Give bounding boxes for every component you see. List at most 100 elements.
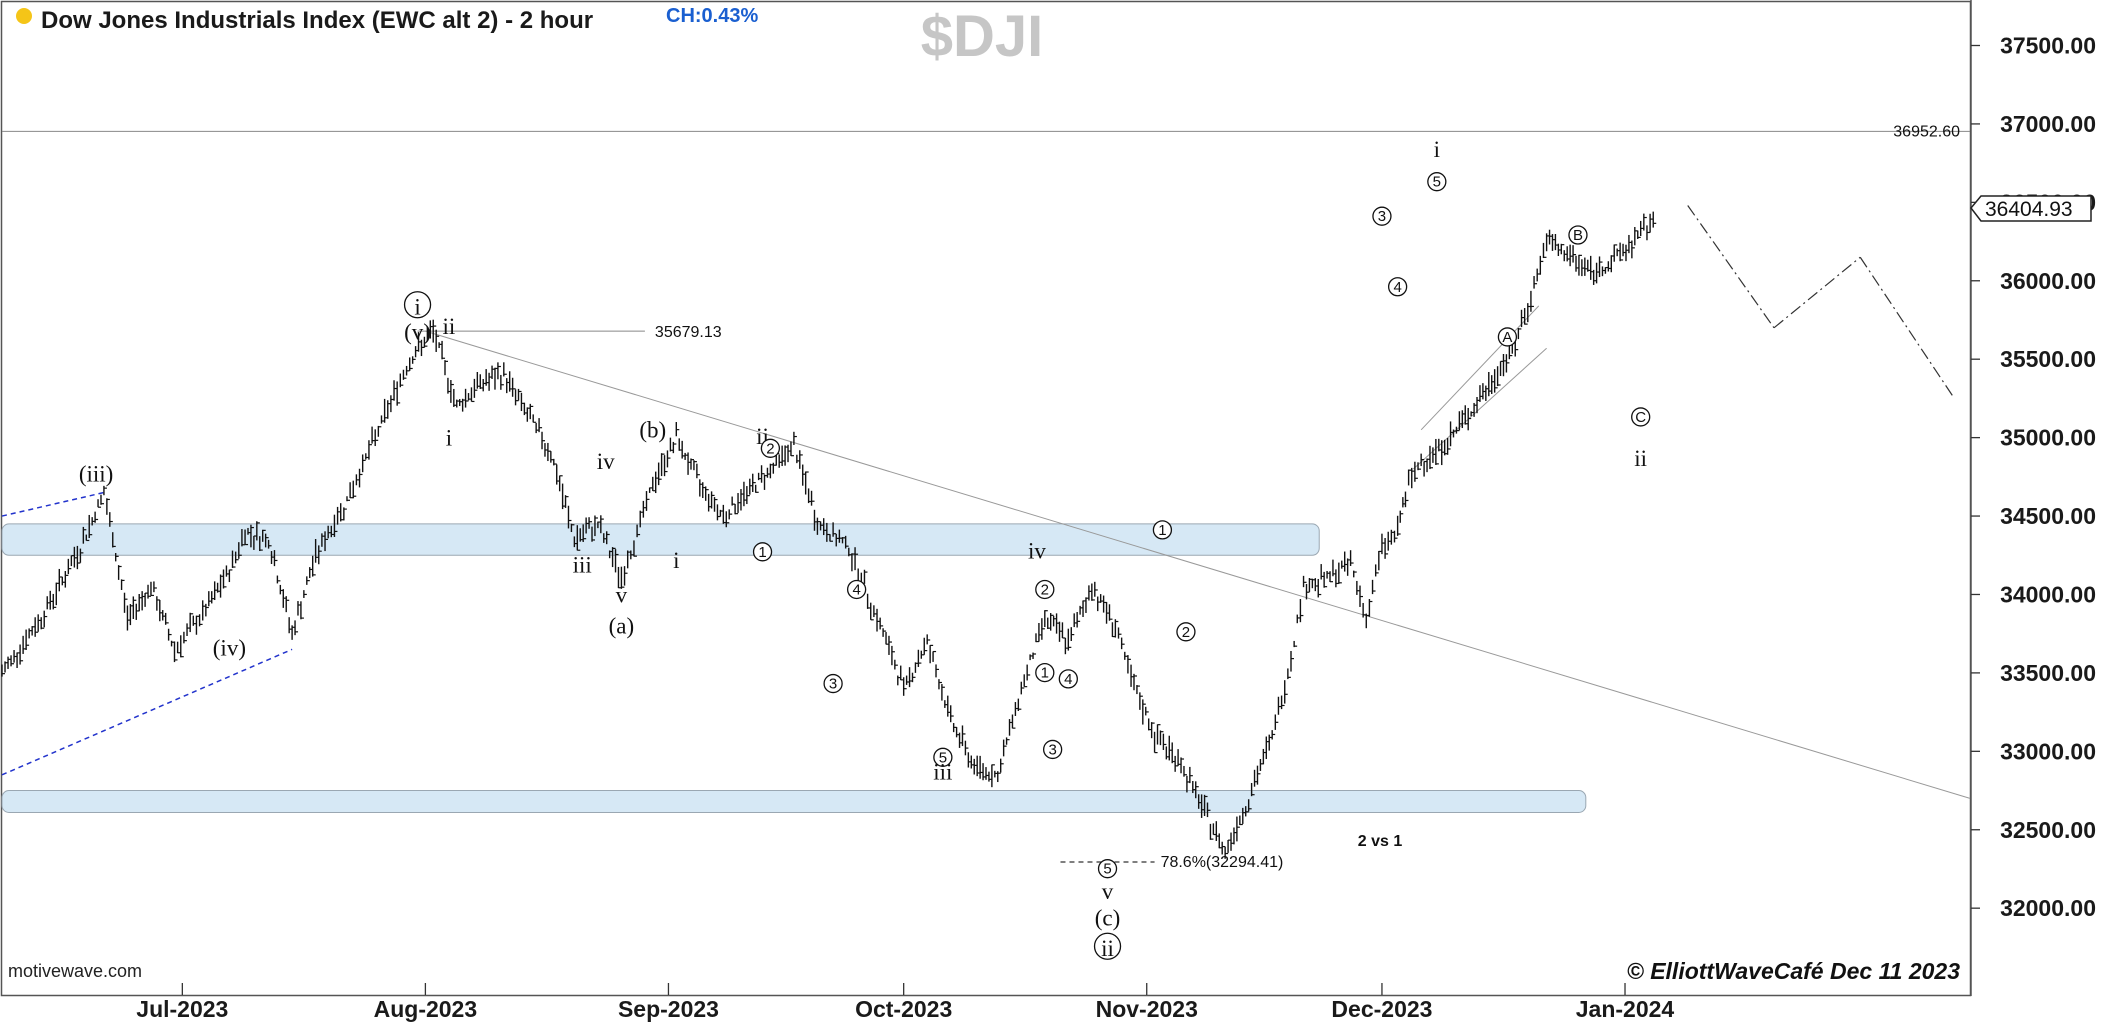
wave-label: v xyxy=(616,582,628,607)
wedge-lower-line xyxy=(1,648,293,776)
wave-circle-icon xyxy=(1093,932,1122,960)
wave-label: iv xyxy=(597,449,615,474)
change-label: CH:0.43% xyxy=(666,5,758,27)
wave-label: 5 xyxy=(1103,861,1111,878)
wave-label: (b) xyxy=(639,418,666,443)
y-tick-label: 34500.00 xyxy=(2000,503,2096,529)
x-tick-label: Aug-2023 xyxy=(374,996,478,1022)
x-tick-label: Sep-2023 xyxy=(618,996,719,1022)
wave-label: 1 xyxy=(758,544,766,561)
wave-circle-icon xyxy=(760,438,781,458)
chart-frame xyxy=(0,0,1972,997)
y-tick-label: 35000.00 xyxy=(2000,425,2096,451)
downtrend-line xyxy=(425,330,1971,799)
wave-label: (v) xyxy=(404,320,431,345)
y-tick-label: 33500.00 xyxy=(2000,660,2096,686)
wave-circle-icon xyxy=(933,747,953,767)
support-zones xyxy=(1,523,1587,813)
wave-label: 4 xyxy=(1393,279,1401,296)
wave-circle-icon xyxy=(1631,407,1651,427)
wave-circle-icon xyxy=(1497,327,1518,347)
wave-circle-icon xyxy=(1176,622,1196,642)
wave-label: 3 xyxy=(1048,741,1056,758)
wave-circle-icon xyxy=(1152,520,1173,540)
wave-label: B xyxy=(1573,227,1583,244)
wave-circle-icon xyxy=(403,291,432,319)
wave-label: iv xyxy=(1028,538,1046,563)
copyright-label: © ElliottWaveCafé Dec 11 2023 xyxy=(1627,958,1960,984)
wave-label: (iv) xyxy=(213,636,246,661)
zone-band xyxy=(1,523,1320,556)
motivewave-watermark: motivewave.com xyxy=(8,961,142,981)
y-tick-label: 32500.00 xyxy=(2000,817,2096,843)
last-price-tag: 36404.93 xyxy=(1970,195,2092,222)
wave-label: ii xyxy=(1101,936,1114,961)
wave-circle-icon xyxy=(1035,662,1055,683)
time-axis[interactable]: Jul-2023 Aug-2023 Sep-2023 Oct-2023 Nov-2023… xyxy=(136,983,1674,1022)
wave-circle-icon xyxy=(1035,579,1055,600)
symbol-watermark: $DJI xyxy=(921,4,1044,69)
wave-label: iii xyxy=(573,553,592,578)
y-tick-label: 37000.00 xyxy=(2000,111,2096,137)
wave-circle-icon xyxy=(846,579,867,600)
y-tick-label: 33000.00 xyxy=(2000,738,2096,764)
wave-circle-icon xyxy=(1372,206,1392,226)
wave-label: 4 xyxy=(852,581,860,598)
level-label: 78.6%(32294.41) xyxy=(1161,854,1284,871)
y-tick-label: 35500.00 xyxy=(2000,346,2096,372)
wave-label: 3 xyxy=(829,676,837,693)
wave-label: 5 xyxy=(1433,174,1441,191)
wave-label: 2 xyxy=(1041,581,1049,598)
wave-circle-icon xyxy=(1097,859,1118,879)
wedge-upper-line xyxy=(1,491,105,517)
y-tick-label: 37500.00 xyxy=(2000,33,2096,59)
wave-label: (c) xyxy=(1095,905,1121,930)
wave-label: 1 xyxy=(1041,665,1049,682)
wave-label: ii xyxy=(443,314,456,339)
wave-circle-icon xyxy=(1427,172,1447,192)
y-tick-label: 36000.00 xyxy=(2000,268,2096,294)
wave-projection xyxy=(1687,205,1955,399)
status-dot-icon xyxy=(16,8,32,24)
wave-label: A xyxy=(1502,329,1512,346)
channel-upper-line xyxy=(1420,305,1540,431)
wave-label: (a) xyxy=(609,614,635,639)
wave-label: 5 xyxy=(939,749,947,766)
x-tick-label: Dec-2023 xyxy=(1331,996,1432,1022)
projection-segment xyxy=(1859,256,1955,399)
x-tick-label: Nov-2023 xyxy=(1096,996,1198,1022)
price-bars xyxy=(1,211,1657,859)
y-tick-label: 32000.00 xyxy=(2000,895,2096,921)
wave-label: i xyxy=(446,425,452,450)
wave-label: v xyxy=(1102,879,1114,904)
price-levels: 36952.60 35679.13 78.6%(32294.41) xyxy=(2,123,1970,871)
wave-circle-icon xyxy=(1568,225,1588,245)
wave-label: i xyxy=(414,295,420,320)
wave-label: 1 xyxy=(1158,522,1166,539)
chart-title: Dow Jones Industrials Index (EWC alt 2) … xyxy=(41,7,593,34)
wave-label: ii xyxy=(1634,446,1647,471)
wave-label: 2 xyxy=(766,440,774,457)
wave-circle-icon xyxy=(752,542,773,562)
y-tick-label: 34000.00 xyxy=(2000,581,2096,607)
wave-label: (iii) xyxy=(79,462,114,487)
wave-circle-icon xyxy=(1042,739,1063,760)
x-tick-label: Jul-2023 xyxy=(136,996,228,1022)
wave-label: 2 xyxy=(1182,624,1190,641)
projection-segment xyxy=(1773,256,1861,329)
x-tick-label: Jan-2024 xyxy=(1576,996,1675,1022)
wave-label: iii xyxy=(933,760,952,785)
projection-segment xyxy=(1687,205,1775,329)
wave-labels: i(v) iii(iii)(iv)iiiivv(a)(b)iii21345iiii… xyxy=(79,137,1651,961)
last-price-value: 36404.93 xyxy=(1985,198,2073,221)
wave-label: C xyxy=(1635,409,1646,426)
wave-circle-icon xyxy=(1387,277,1408,297)
wave-label: 4 xyxy=(1064,671,1072,688)
wave-circle-icon xyxy=(823,673,843,694)
annotation-2vs1: 2 vs 1 xyxy=(1358,833,1403,850)
price-axis[interactable]: 37500.0037000.0036500.0036000.0035500.00… xyxy=(1971,33,2096,922)
x-tick-label: Oct-2023 xyxy=(855,996,952,1022)
wave-circle-icon xyxy=(1058,669,1078,689)
